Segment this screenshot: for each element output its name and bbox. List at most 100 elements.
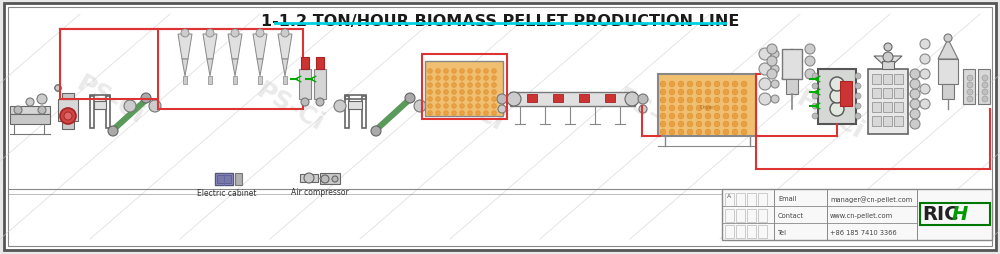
Bar xyxy=(299,70,311,100)
Circle shape xyxy=(55,86,61,92)
Circle shape xyxy=(428,69,432,74)
Circle shape xyxy=(759,79,771,91)
Circle shape xyxy=(492,104,496,109)
Circle shape xyxy=(884,44,892,52)
Circle shape xyxy=(741,82,747,88)
Circle shape xyxy=(460,90,464,95)
Circle shape xyxy=(855,104,861,109)
Bar xyxy=(758,193,767,206)
Circle shape xyxy=(723,98,729,104)
Circle shape xyxy=(64,113,72,121)
Circle shape xyxy=(812,104,818,109)
Circle shape xyxy=(767,57,777,67)
Bar xyxy=(314,70,326,100)
Circle shape xyxy=(492,111,496,116)
Circle shape xyxy=(414,101,426,113)
Bar xyxy=(235,173,242,185)
Bar xyxy=(90,97,94,129)
Circle shape xyxy=(967,90,973,96)
Circle shape xyxy=(484,104,488,109)
Circle shape xyxy=(468,111,473,116)
Bar xyxy=(725,209,734,222)
Bar xyxy=(605,95,615,103)
Circle shape xyxy=(910,90,920,100)
Text: www.cn-pellet.com: www.cn-pellet.com xyxy=(830,213,893,218)
Bar xyxy=(345,96,366,100)
Circle shape xyxy=(476,111,480,116)
Circle shape xyxy=(660,98,666,104)
Circle shape xyxy=(452,76,456,81)
Circle shape xyxy=(669,90,675,96)
Bar xyxy=(316,58,324,70)
Circle shape xyxy=(371,126,381,136)
Circle shape xyxy=(687,121,693,128)
Text: PS-Ci: PS-Ci xyxy=(432,78,508,135)
Circle shape xyxy=(714,106,720,112)
Polygon shape xyxy=(182,60,188,77)
Circle shape xyxy=(436,104,440,109)
Circle shape xyxy=(855,84,861,90)
Bar xyxy=(217,175,231,183)
Circle shape xyxy=(920,70,930,80)
Bar xyxy=(883,75,892,85)
Bar xyxy=(300,174,318,182)
Bar xyxy=(301,58,309,70)
Polygon shape xyxy=(282,60,288,77)
Text: 1-1.2 TON/HOUR BIOMASS PELLET PRODUCTION LINE: 1-1.2 TON/HOUR BIOMASS PELLET PRODUCTION… xyxy=(261,14,739,29)
Bar xyxy=(258,77,262,85)
Text: PS-Ci: PS-Ci xyxy=(72,71,148,128)
Circle shape xyxy=(484,69,488,74)
Circle shape xyxy=(678,90,684,96)
Text: Electric cabinet: Electric cabinet xyxy=(197,188,257,197)
Circle shape xyxy=(484,83,488,88)
Circle shape xyxy=(669,121,675,128)
Circle shape xyxy=(452,104,456,109)
Bar xyxy=(553,95,563,103)
Bar xyxy=(872,103,881,113)
Circle shape xyxy=(723,106,729,112)
Circle shape xyxy=(660,114,666,120)
Circle shape xyxy=(498,106,506,114)
Bar xyxy=(872,89,881,99)
Circle shape xyxy=(444,76,448,81)
Circle shape xyxy=(696,98,702,104)
Circle shape xyxy=(967,76,973,82)
Circle shape xyxy=(405,94,415,104)
Circle shape xyxy=(660,106,666,112)
Bar xyxy=(58,100,78,121)
Circle shape xyxy=(910,109,920,120)
Circle shape xyxy=(492,83,496,88)
Bar xyxy=(747,225,756,238)
Circle shape xyxy=(468,97,473,102)
Circle shape xyxy=(428,90,432,95)
Circle shape xyxy=(492,97,496,102)
Bar xyxy=(894,103,903,113)
Bar xyxy=(10,115,50,124)
Bar xyxy=(106,97,110,129)
Circle shape xyxy=(678,82,684,88)
Bar xyxy=(883,89,892,99)
Bar xyxy=(10,107,50,115)
Circle shape xyxy=(805,57,815,67)
Circle shape xyxy=(982,83,988,89)
Circle shape xyxy=(669,98,675,104)
Circle shape xyxy=(492,69,496,74)
Circle shape xyxy=(669,106,675,112)
Circle shape xyxy=(705,106,711,112)
Circle shape xyxy=(741,130,747,135)
Circle shape xyxy=(476,76,480,81)
Circle shape xyxy=(678,121,684,128)
Bar xyxy=(872,117,881,126)
Circle shape xyxy=(460,69,464,74)
Bar xyxy=(62,121,74,130)
Bar xyxy=(920,203,990,225)
Circle shape xyxy=(206,30,214,38)
Text: +86 185 7410 3366: +86 185 7410 3366 xyxy=(830,229,897,235)
Bar xyxy=(758,209,767,222)
Bar xyxy=(722,189,992,240)
Circle shape xyxy=(920,55,930,65)
Circle shape xyxy=(484,111,488,116)
Bar xyxy=(894,117,903,126)
Circle shape xyxy=(714,98,720,104)
Circle shape xyxy=(812,94,818,100)
